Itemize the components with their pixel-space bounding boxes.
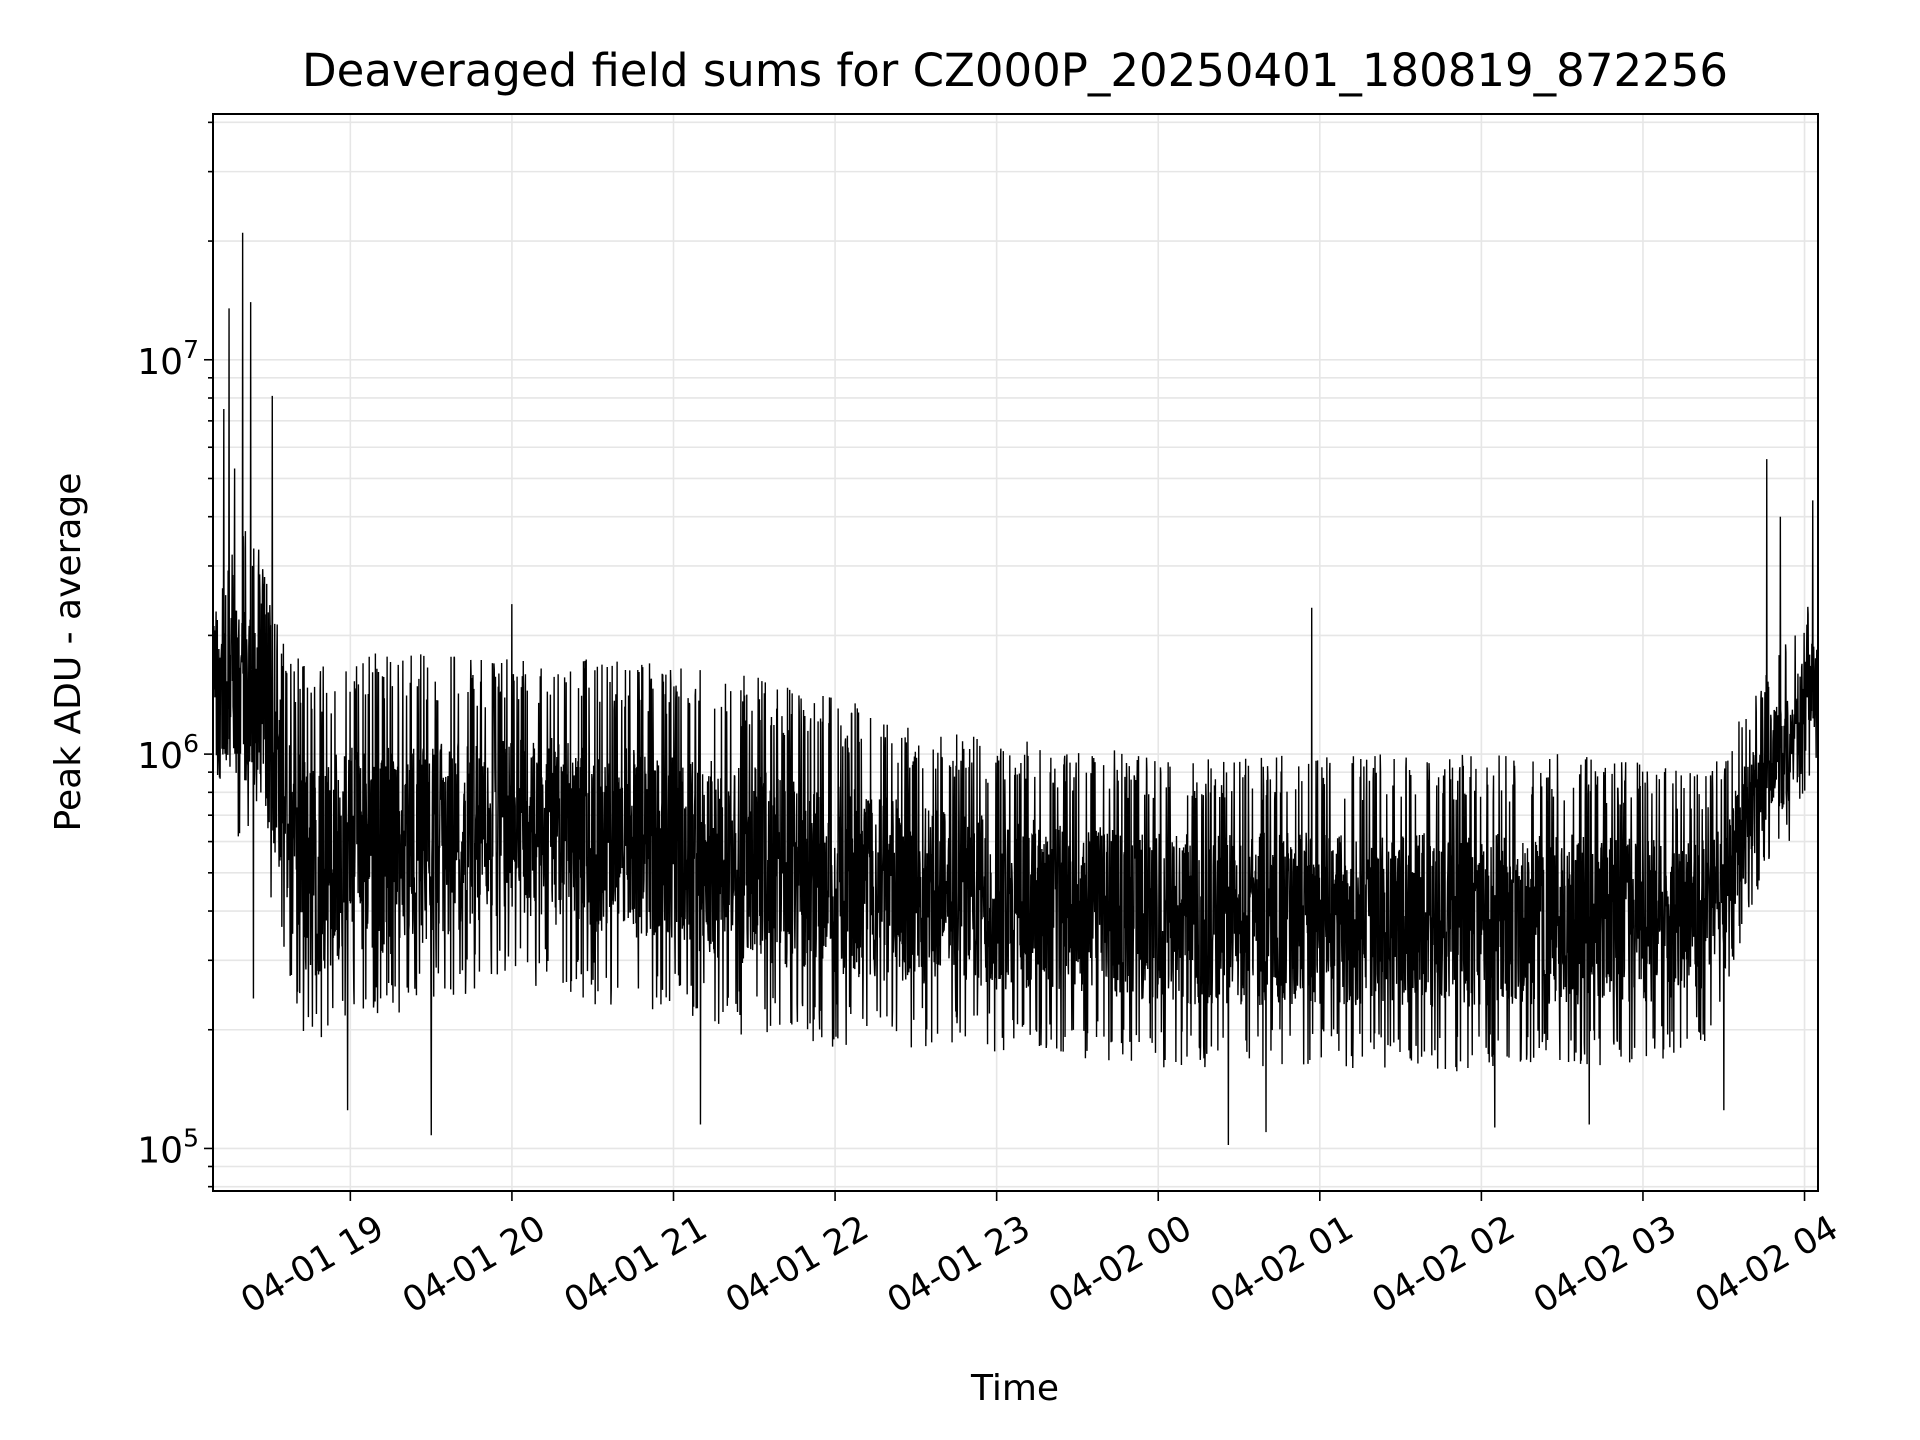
- x-tick-label: 04-02 04: [1689, 1208, 1845, 1321]
- y-tick-label: 106: [137, 729, 199, 777]
- x-tick-label: 04-01 23: [881, 1208, 1037, 1321]
- x-tick-label: 04-01 22: [719, 1208, 875, 1321]
- x-tick-label: 04-01 20: [396, 1208, 552, 1321]
- x-tick-label: 04-02 00: [1042, 1208, 1198, 1321]
- y-tick-label: 105: [137, 1123, 199, 1171]
- data-series: [212, 232, 1819, 1146]
- x-tick-label: 04-02 03: [1527, 1208, 1683, 1321]
- chart-title: Deaveraged field sums for CZ000P_2025040…: [302, 44, 1728, 97]
- x-tick-label: 04-01 21: [558, 1208, 714, 1321]
- x-axis-label: Time: [970, 1368, 1059, 1409]
- plot-frame: [212, 113, 1819, 1192]
- grid: [213, 114, 1818, 1191]
- series-line: [212, 232, 1819, 1146]
- x-tick-label: 04-02 02: [1366, 1208, 1522, 1321]
- x-tick-label: 04-01 19: [235, 1208, 391, 1321]
- x-tick-label: 04-02 01: [1204, 1208, 1360, 1321]
- y-tick-label: 107: [137, 335, 199, 383]
- y-axis-label: Peak ADU - average: [48, 473, 89, 832]
